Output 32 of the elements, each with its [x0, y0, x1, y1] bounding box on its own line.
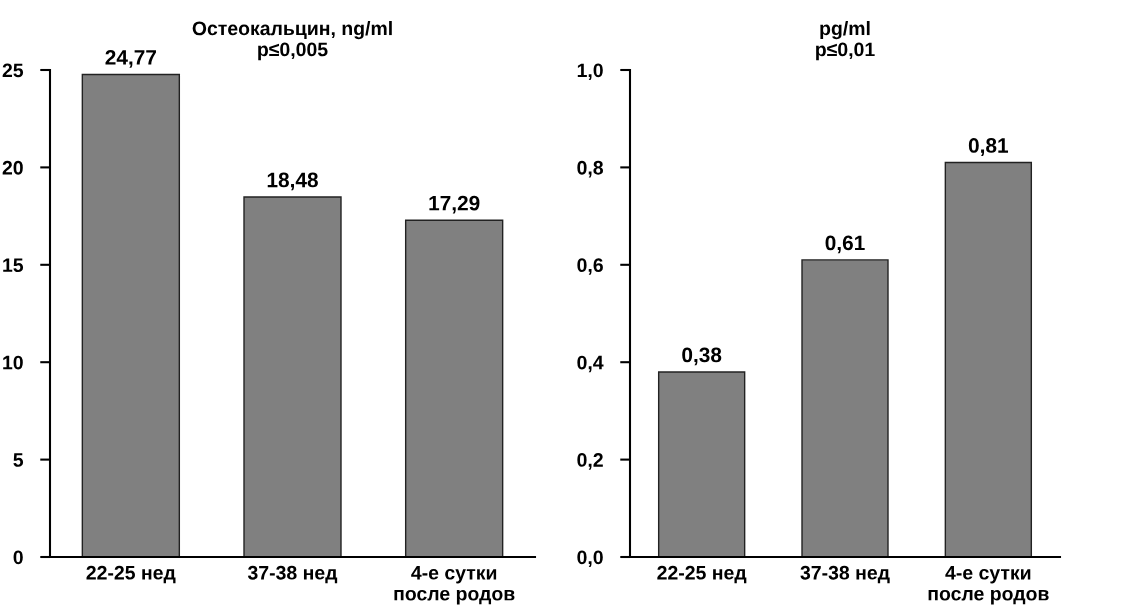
y-tick-label: 0,6: [577, 258, 603, 275]
x-tick-label: 4-е сутки после родов: [928, 566, 1049, 605]
x-tick-label: 37-38 нед: [247, 565, 338, 584]
data-label: 17,29: [429, 195, 480, 214]
data-label: 18,48: [267, 172, 318, 191]
y-tick-label: 20: [2, 160, 23, 175]
y-tick-label: 0,2: [577, 453, 603, 470]
chart-title: pg/ml p≤0,01: [816, 20, 875, 61]
x-tick-label: 22-25 нед: [86, 565, 176, 584]
y-tick-label: 0,0: [577, 550, 603, 568]
y-tick-label: 10: [3, 355, 23, 370]
y-tick-label: 25: [2, 63, 24, 78]
chart-title: Остеокальцин, ng/ml p≤0,005: [192, 20, 392, 61]
data-label: 24,77: [105, 50, 156, 68]
bar: [801, 259, 889, 557]
data-label: 0,81: [968, 138, 1009, 156]
y-tick-label: 5: [13, 453, 24, 467]
data-label: 0,38: [682, 347, 722, 366]
x-tick-label: 4-е сутки после родов: [394, 566, 515, 605]
y-tick-label: 0: [13, 550, 23, 565]
bar: [657, 371, 746, 557]
bar: [404, 219, 504, 557]
x-tick-label: 22-25 нед: [657, 565, 747, 584]
data-label: 0,61: [825, 235, 865, 254]
y-tick-label: 15: [3, 258, 24, 273]
bar: [944, 161, 1033, 557]
y-tick-label: 1,0: [577, 63, 603, 81]
x-tick-label: 37-38 нед: [800, 565, 890, 584]
bar: [243, 196, 342, 557]
y-tick-label: 0,4: [577, 355, 604, 373]
y-tick-label: 0,8: [577, 160, 604, 178]
bar: [81, 73, 181, 557]
